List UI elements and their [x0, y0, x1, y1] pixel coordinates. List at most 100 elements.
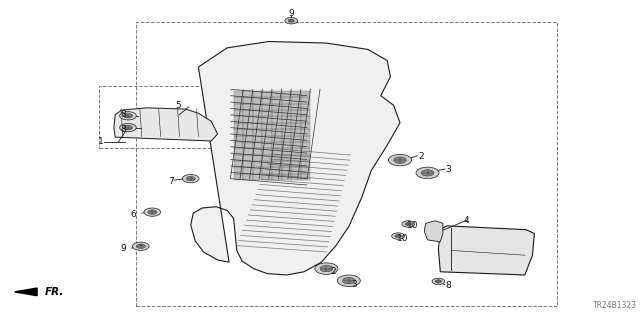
- Polygon shape: [234, 167, 243, 174]
- Text: 10: 10: [397, 234, 409, 243]
- Polygon shape: [272, 148, 282, 155]
- Polygon shape: [262, 104, 272, 110]
- Circle shape: [285, 18, 298, 24]
- Polygon shape: [234, 123, 243, 129]
- Polygon shape: [291, 110, 301, 116]
- Polygon shape: [243, 116, 253, 123]
- Text: 9: 9: [121, 244, 126, 253]
- Polygon shape: [291, 116, 301, 123]
- Polygon shape: [282, 116, 291, 123]
- Polygon shape: [262, 136, 272, 142]
- Polygon shape: [262, 129, 272, 136]
- Text: 8: 8: [121, 125, 126, 134]
- Polygon shape: [253, 167, 262, 174]
- Polygon shape: [262, 161, 272, 167]
- Polygon shape: [253, 174, 262, 180]
- Circle shape: [394, 157, 406, 163]
- Circle shape: [388, 154, 412, 166]
- Polygon shape: [272, 97, 282, 104]
- Polygon shape: [291, 161, 301, 167]
- Polygon shape: [291, 123, 301, 129]
- Polygon shape: [301, 123, 310, 129]
- Polygon shape: [234, 97, 243, 104]
- Polygon shape: [253, 142, 262, 148]
- Text: 1: 1: [98, 137, 104, 146]
- Polygon shape: [282, 161, 291, 167]
- Polygon shape: [282, 142, 291, 148]
- Polygon shape: [262, 167, 272, 174]
- Circle shape: [405, 222, 412, 226]
- Polygon shape: [291, 142, 301, 148]
- Polygon shape: [301, 155, 310, 161]
- Polygon shape: [253, 110, 262, 116]
- Text: 8: 8: [121, 110, 126, 119]
- Polygon shape: [272, 155, 282, 161]
- Polygon shape: [272, 142, 282, 148]
- Circle shape: [435, 280, 442, 283]
- Polygon shape: [234, 104, 243, 110]
- Polygon shape: [272, 167, 282, 174]
- Circle shape: [144, 208, 161, 216]
- Polygon shape: [291, 174, 301, 180]
- Polygon shape: [253, 97, 262, 104]
- Circle shape: [320, 265, 333, 272]
- Polygon shape: [282, 129, 291, 136]
- Polygon shape: [262, 174, 272, 180]
- Polygon shape: [272, 136, 282, 142]
- Polygon shape: [301, 116, 310, 123]
- Polygon shape: [301, 174, 310, 180]
- Polygon shape: [282, 104, 291, 110]
- Circle shape: [432, 278, 445, 285]
- Polygon shape: [301, 148, 310, 155]
- Polygon shape: [234, 142, 243, 148]
- Polygon shape: [282, 174, 291, 180]
- Polygon shape: [301, 167, 310, 174]
- Polygon shape: [253, 136, 262, 142]
- Polygon shape: [291, 129, 301, 136]
- Polygon shape: [272, 110, 282, 116]
- Polygon shape: [234, 110, 243, 116]
- Circle shape: [182, 174, 199, 183]
- Polygon shape: [234, 129, 243, 136]
- Text: 7: 7: [168, 177, 173, 186]
- Polygon shape: [272, 91, 282, 97]
- Polygon shape: [243, 148, 253, 155]
- Polygon shape: [262, 142, 272, 148]
- Polygon shape: [272, 123, 282, 129]
- Polygon shape: [438, 226, 534, 275]
- Text: 3: 3: [445, 165, 451, 174]
- Polygon shape: [234, 174, 243, 180]
- Text: 8: 8: [445, 281, 451, 290]
- Polygon shape: [262, 155, 272, 161]
- Text: 4: 4: [463, 216, 468, 225]
- Polygon shape: [234, 161, 243, 167]
- Polygon shape: [291, 155, 301, 161]
- Polygon shape: [243, 155, 253, 161]
- Polygon shape: [272, 161, 282, 167]
- Polygon shape: [291, 136, 301, 142]
- Polygon shape: [262, 123, 272, 129]
- Polygon shape: [243, 174, 253, 180]
- Polygon shape: [282, 155, 291, 161]
- Polygon shape: [243, 167, 253, 174]
- Polygon shape: [272, 104, 282, 110]
- Circle shape: [120, 123, 136, 132]
- Polygon shape: [272, 129, 282, 136]
- Polygon shape: [114, 108, 218, 141]
- Polygon shape: [272, 116, 282, 123]
- Text: 10: 10: [407, 221, 419, 230]
- Polygon shape: [262, 91, 272, 97]
- Polygon shape: [234, 116, 243, 123]
- Polygon shape: [15, 288, 37, 296]
- Polygon shape: [272, 174, 282, 180]
- Circle shape: [416, 167, 439, 179]
- Polygon shape: [234, 91, 243, 97]
- Polygon shape: [282, 110, 291, 116]
- Circle shape: [120, 112, 136, 120]
- Polygon shape: [243, 136, 253, 142]
- Polygon shape: [301, 97, 310, 104]
- Circle shape: [395, 234, 401, 238]
- Polygon shape: [301, 161, 310, 167]
- Text: 3: 3: [351, 280, 356, 289]
- Circle shape: [148, 210, 157, 214]
